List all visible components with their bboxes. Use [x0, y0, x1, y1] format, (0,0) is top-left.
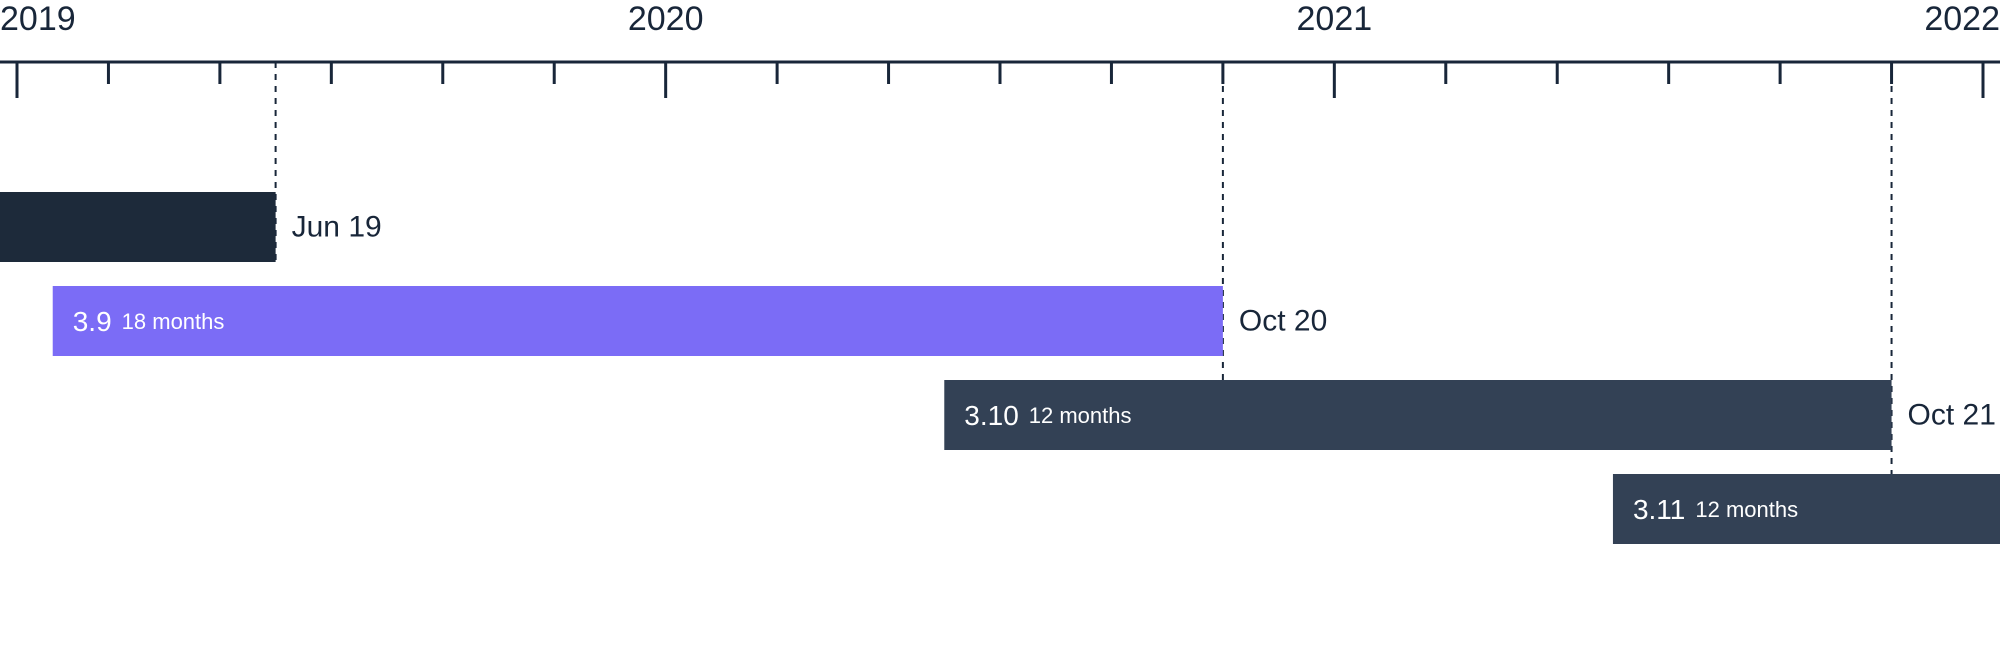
version-end-label: Oct 20 — [1239, 305, 1327, 338]
version-bar — [53, 286, 1223, 356]
timeline-chart: 2019 2020 2021 2022 Jun 19 3.918 months Oct 20… — [0, 0, 2000, 659]
version-bar-label: 3.918 months — [73, 306, 225, 337]
year-label: 2022 — [1924, 0, 2000, 38]
version-bar — [0, 192, 276, 262]
version-bar-label: 3.1112 months — [1633, 494, 1798, 525]
year-label: 2019 — [0, 0, 76, 38]
year-label: 2020 — [628, 0, 704, 38]
year-label: 2021 — [1297, 0, 1373, 38]
version-bar-label: 3.1012 months — [964, 400, 1131, 431]
version-end-label: Jun 19 — [292, 211, 382, 244]
version-end-label: Oct 21 — [1908, 399, 1996, 432]
